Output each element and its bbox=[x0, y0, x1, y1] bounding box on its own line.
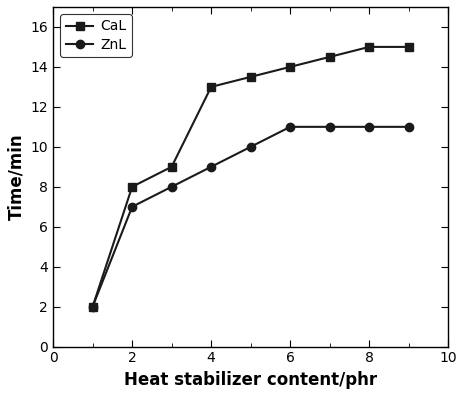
ZnL bbox=[366, 124, 371, 129]
CaL bbox=[287, 65, 292, 69]
CaL bbox=[169, 164, 174, 169]
CaL bbox=[129, 185, 135, 189]
CaL bbox=[405, 44, 411, 49]
Line: ZnL: ZnL bbox=[88, 123, 412, 311]
CaL bbox=[247, 74, 253, 79]
CaL bbox=[366, 44, 371, 49]
ZnL bbox=[326, 124, 332, 129]
ZnL bbox=[90, 304, 95, 309]
X-axis label: Heat stabilizer content/phr: Heat stabilizer content/phr bbox=[124, 371, 376, 389]
ZnL bbox=[169, 185, 174, 189]
ZnL bbox=[247, 145, 253, 149]
ZnL bbox=[208, 164, 213, 169]
ZnL bbox=[405, 124, 411, 129]
CaL bbox=[208, 84, 213, 89]
CaL bbox=[90, 304, 95, 309]
Legend: CaL, ZnL: CaL, ZnL bbox=[60, 14, 132, 57]
Y-axis label: Time/min: Time/min bbox=[7, 133, 25, 220]
CaL bbox=[326, 55, 332, 59]
ZnL bbox=[129, 204, 135, 209]
Line: CaL: CaL bbox=[88, 43, 412, 311]
ZnL bbox=[287, 124, 292, 129]
